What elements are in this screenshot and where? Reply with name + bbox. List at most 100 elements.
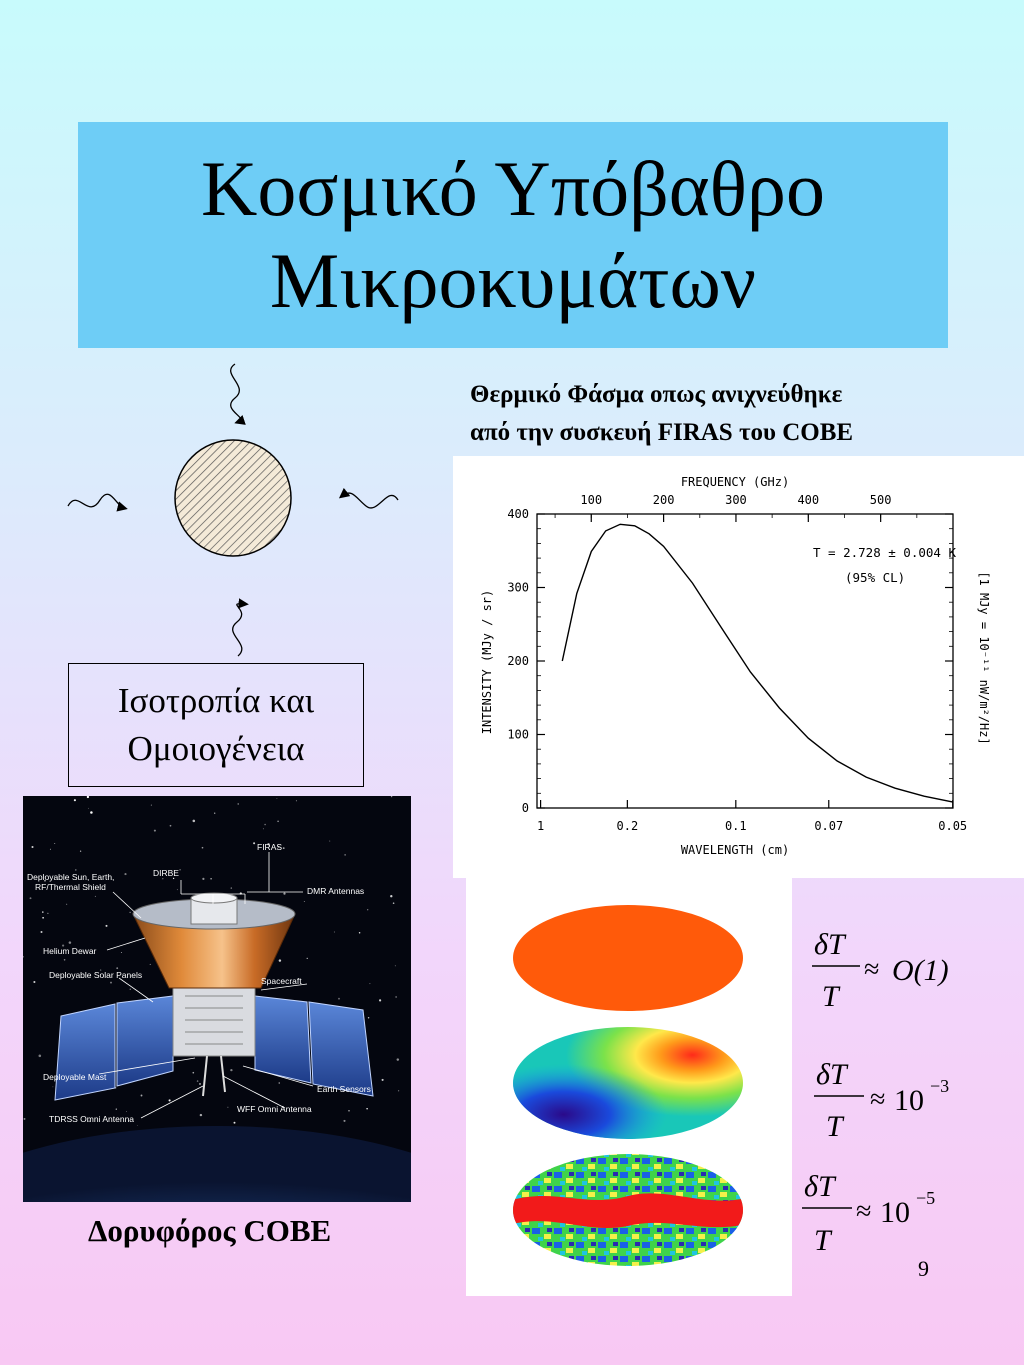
- star: [140, 1094, 143, 1097]
- star: [23, 955, 24, 958]
- star: [276, 798, 278, 799]
- x-tick-label: 0.1: [725, 819, 747, 833]
- star: [344, 854, 346, 856]
- isotropy-line-2: Ομοιογένεια: [127, 729, 305, 768]
- firas-spectrum-chart: 0 100 200 300 400 100 200 300 400 500 1 0.2 0.1 0.07 0…: [480, 475, 991, 857]
- top-tick-label: 500: [870, 493, 892, 507]
- right-axis-label: [1 MJy = 10⁻¹¹ nW/m²/Hz]: [977, 571, 991, 744]
- firas-chart-panel: 0 100 200 300 400 100 200 300 400 500 1 0.2 0.1 0.07 0…: [453, 456, 1024, 878]
- y-tick-label: 0: [522, 801, 529, 815]
- star: [366, 1108, 368, 1110]
- star: [283, 892, 286, 895]
- star: [52, 1086, 54, 1088]
- star: [392, 902, 395, 904]
- solar-panels: [54, 995, 374, 1101]
- star: [343, 1119, 346, 1122]
- eq2-numerator: δT: [816, 1058, 849, 1091]
- star: [264, 823, 266, 826]
- wavy-arrow-icon: [67, 493, 128, 512]
- star: [79, 850, 82, 852]
- star: [303, 901, 305, 903]
- star: [27, 876, 29, 878]
- star: [227, 1106, 229, 1108]
- eq1-denominator: T: [822, 980, 841, 1013]
- star: [49, 848, 51, 850]
- title-line-1: Κοσμικό Υπόβαθρο: [201, 145, 825, 232]
- x-tick-label: 0.07: [814, 819, 843, 833]
- star: [196, 1080, 199, 1082]
- wavy-arrow-icon: [232, 598, 249, 657]
- label-firas: FIRAS: [257, 842, 282, 852]
- star: [329, 840, 331, 842]
- star: [136, 1125, 138, 1126]
- confidence-annotation: (95% CL): [845, 570, 905, 585]
- monopole-map: [513, 905, 743, 1011]
- label-dmr: DMR Antennas: [307, 886, 364, 896]
- star: [38, 1054, 42, 1058]
- temperature-annotation: T = 2.728 ± 0.004 K: [813, 545, 956, 560]
- cobe-sky-maps: [466, 878, 792, 1296]
- star: [74, 869, 77, 871]
- spectrum-line: [561, 523, 954, 803]
- eq3-numerator: δT: [804, 1170, 837, 1203]
- star: [33, 980, 36, 984]
- star: [210, 877, 212, 880]
- star: [126, 1111, 127, 1113]
- y-tick-label: 300: [507, 581, 529, 595]
- star: [29, 897, 32, 900]
- star: [149, 963, 151, 965]
- earth-horizon: [23, 1126, 411, 1202]
- star: [214, 812, 216, 814]
- label-earth-sensors: Earth Sensors: [317, 1084, 371, 1094]
- label-tdrss: TDRSS Omni Antenna: [49, 1114, 134, 1124]
- star: [172, 877, 175, 880]
- top-tick-label: 200: [653, 493, 675, 507]
- equation-1: δT T ≈ O(1): [812, 928, 992, 1018]
- title-line-2: Μικροκυμάτων: [269, 237, 757, 324]
- star: [169, 824, 172, 827]
- star: [338, 997, 340, 1000]
- star: [66, 903, 68, 905]
- star: [168, 1099, 171, 1102]
- x-tick-label: 1: [537, 819, 544, 833]
- y-tick-label: 100: [507, 728, 529, 742]
- star: [115, 1108, 117, 1110]
- star: [86, 796, 90, 799]
- label-mast: Deployable Mast: [43, 1072, 107, 1082]
- eq1-approx: ≈: [864, 954, 879, 985]
- top-tick-label: 100: [580, 493, 602, 507]
- firas-caption-line-2: από την συσκευή FIRAS του COBE: [470, 419, 854, 446]
- anisotropy-map: [513, 1154, 743, 1266]
- star: [42, 911, 44, 913]
- star: [150, 804, 152, 806]
- eq2-exponent: −3: [930, 1076, 949, 1096]
- top-tick-label: 300: [725, 493, 747, 507]
- star: [176, 889, 178, 891]
- eq1-value: O(1): [892, 954, 949, 987]
- wavy-arrow-icon: [230, 363, 246, 425]
- star: [116, 967, 119, 970]
- eq3-exponent: −5: [916, 1188, 935, 1208]
- y-axis-label: INTENSITY (MJy / sr): [480, 590, 494, 735]
- star: [201, 846, 204, 849]
- star: [199, 1113, 203, 1117]
- star: [120, 952, 122, 953]
- star: [395, 996, 397, 998]
- star: [397, 1090, 400, 1092]
- star: [54, 842, 56, 845]
- star: [88, 1120, 90, 1123]
- star: [367, 1017, 370, 1019]
- eq3-denominator: T: [814, 1224, 833, 1256]
- star: [129, 988, 131, 990]
- star: [179, 868, 181, 871]
- star: [278, 959, 282, 962]
- x-tick-label: 0.2: [617, 819, 639, 833]
- top-tick-label: 400: [797, 493, 819, 507]
- page-number: 9: [918, 1256, 929, 1281]
- star: [230, 887, 233, 889]
- star: [31, 845, 34, 849]
- star: [278, 1082, 280, 1084]
- equation-2: δT T ≈ 10 −3: [812, 1054, 992, 1144]
- y-tick-label: 400: [507, 507, 529, 521]
- star: [277, 820, 279, 823]
